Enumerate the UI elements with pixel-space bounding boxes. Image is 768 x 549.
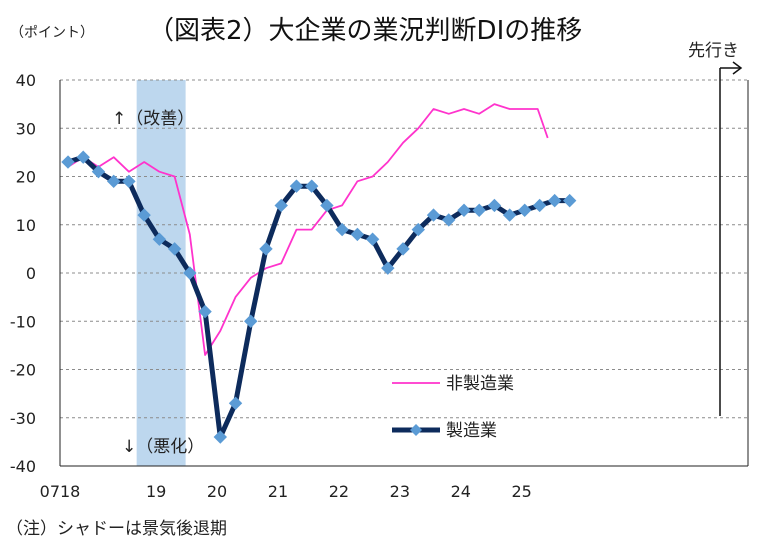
legend-manufacturing-marker: [410, 424, 422, 436]
y-tick-label: 40: [16, 71, 36, 90]
x-tick-label: 23: [390, 482, 410, 501]
data-point: [137, 208, 151, 222]
data-point: [411, 222, 425, 237]
legend-non-manufacturing-label: 非製造業: [446, 374, 514, 394]
data-point: [213, 430, 228, 444]
data-point: [517, 203, 532, 217]
forecast-arrow-head: [732, 61, 743, 75]
data-point: [61, 155, 75, 169]
data-point: [532, 198, 547, 213]
data-point: [259, 242, 273, 256]
data-point: [547, 193, 562, 208]
data-point: [106, 174, 121, 189]
data-point: [152, 232, 167, 246]
data-point: [472, 203, 486, 217]
y-tick-label: 20: [16, 168, 36, 187]
non-manufacturing-line: [67, 103, 549, 356]
data-point: [320, 198, 334, 213]
y-tick-label: 0: [26, 264, 36, 283]
data-point: [457, 203, 471, 217]
data-point: [365, 232, 380, 246]
x-tick-label: 25: [511, 482, 531, 501]
data-point: [183, 266, 197, 280]
data-point: [350, 227, 365, 242]
worsen-annotation: ↓（悪化）: [122, 437, 205, 457]
data-point: [335, 222, 349, 237]
data-point: [396, 242, 410, 256]
data-point: [91, 164, 106, 179]
x-tick-label: 21: [268, 482, 288, 501]
x-tick-label: 24: [451, 482, 471, 501]
data-point: [76, 150, 90, 164]
data-point: [442, 213, 456, 227]
data-point: [487, 198, 502, 213]
y-tick-label: -10: [10, 312, 36, 331]
x-tick-label: 0718: [40, 482, 81, 501]
improve-annotation: ↑（改善）: [112, 109, 195, 129]
data-point: [122, 174, 136, 189]
data-point: [381, 261, 395, 275]
footnote: （注）シャドーは景気後退期: [6, 519, 227, 539]
legend-manufacturing-label: 製造業: [446, 421, 497, 441]
y-tick-label: 10: [16, 216, 36, 235]
data-point: [502, 208, 517, 222]
y-tick-label: -30: [10, 409, 36, 428]
data-point: [244, 314, 258, 328]
y-tick-label: -20: [10, 361, 36, 380]
data-point: [198, 304, 212, 319]
data-point: [289, 179, 304, 193]
data-point: [426, 208, 441, 222]
manufacturing-line: [67, 154, 570, 440]
recession-shading: [136, 80, 186, 466]
x-tick-label: 20: [207, 482, 227, 501]
chart-title: （図表2）大企業の業況判断DIの推移: [148, 16, 583, 46]
y-axis-unit-label: （ポイント）: [10, 25, 94, 41]
x-tick-label: 19: [146, 482, 166, 501]
data-point: [167, 242, 182, 256]
data-point: [562, 193, 577, 208]
x-tick-label: 22: [329, 482, 349, 501]
data-point: [274, 198, 288, 213]
data-point: [228, 396, 243, 410]
y-tick-label: -40: [10, 457, 36, 476]
data-point: [304, 179, 319, 193]
y-tick-label: 30: [16, 119, 36, 138]
forecast-label: 先行き: [688, 41, 739, 61]
